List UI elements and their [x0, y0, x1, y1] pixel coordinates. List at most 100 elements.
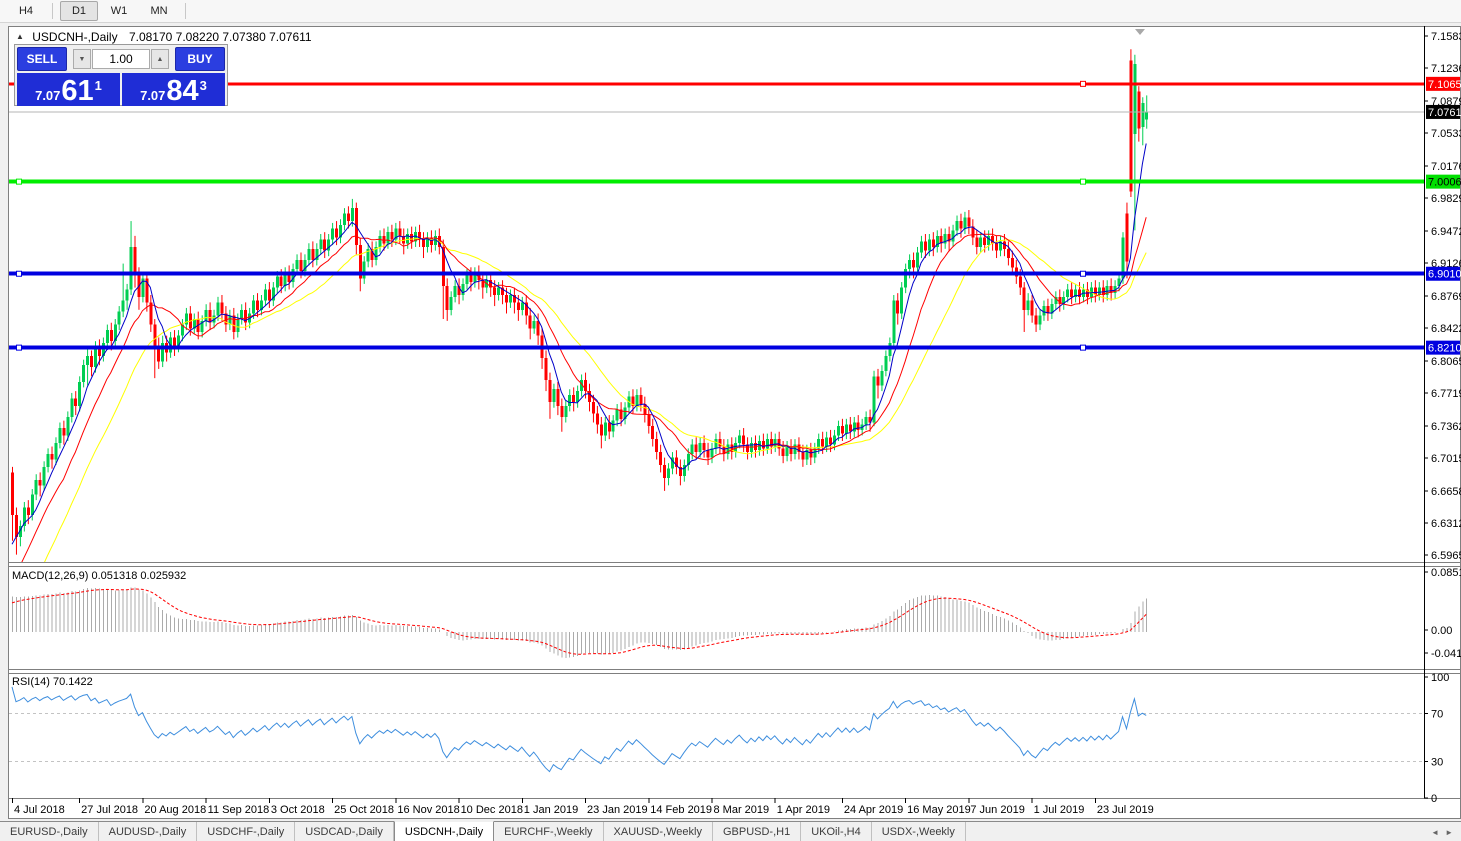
chevron-down-icon: ▼	[78, 55, 86, 63]
svg-text:16 May 2019: 16 May 2019	[907, 804, 971, 816]
tab-eurchf-weekly[interactable]: EURCHF-,Weekly	[494, 822, 604, 841]
svg-text:7 Jun 2019: 7 Jun 2019	[970, 804, 1024, 816]
svg-text:8 Mar 2019: 8 Mar 2019	[714, 804, 770, 816]
volume-input[interactable]	[92, 49, 150, 69]
buy-price-base: 7.07	[140, 88, 166, 103]
ma-slow-line	[44, 237, 1147, 562]
buy-button[interactable]: BUY	[175, 47, 225, 71]
collapse-panel-icon[interactable]: ▲	[16, 32, 24, 41]
hline-handle[interactable]	[1080, 80, 1086, 87]
svg-text:6.77190: 6.77190	[1431, 388, 1461, 400]
svg-text:4 Jul 2018: 4 Jul 2018	[14, 804, 65, 816]
chart-canvas[interactable]: 7.158307.123657.087957.053307.017606.982…	[8, 26, 1461, 819]
tab-gbpusd-h1[interactable]: GBPUSD-,H1	[713, 822, 802, 841]
svg-text:7.01760: 7.01760	[1431, 161, 1461, 173]
buy-price-big: 84	[166, 75, 199, 108]
sell-price-button[interactable]: 7.07 61 1	[17, 73, 120, 106]
volume-increase-button[interactable]: ▲	[151, 49, 169, 69]
svg-text:25 Oct 2018: 25 Oct 2018	[334, 804, 394, 816]
tab-eurusd-daily[interactable]: EURUSD-,Daily	[0, 822, 99, 841]
svg-text:6.63120: 6.63120	[1431, 518, 1461, 530]
tab-usdcnh-daily[interactable]: USDCNH-,Daily	[393, 821, 495, 841]
svg-text:6.87690: 6.87690	[1431, 291, 1461, 303]
tab-ukoil-h4[interactable]: UKOil-,H4	[801, 822, 872, 841]
price-axis[interactable]: 7.158307.123657.087957.053307.017606.982…	[1424, 31, 1461, 805]
svg-text:1 Apr 2019: 1 Apr 2019	[777, 804, 830, 816]
sell-price-pip: 1	[94, 78, 102, 93]
hline-handle[interactable]	[16, 344, 22, 351]
price-marker-7.10651: 7.10651	[1426, 76, 1461, 91]
svg-text:10 Dec 2018: 10 Dec 2018	[461, 804, 523, 816]
svg-text:100: 100	[1431, 672, 1449, 684]
timeframe-toolbar: H4 D1 W1 MN	[0, 0, 1461, 23]
ma-fast-line	[11, 143, 1147, 545]
price-marker-6.82103: 6.82103	[1426, 340, 1461, 355]
price-hline-6.901[interactable]	[9, 270, 1424, 277]
sell-button[interactable]: SELL	[17, 47, 67, 71]
svg-text:6.80655: 6.80655	[1431, 356, 1461, 368]
timeframe-button-h4[interactable]: H4	[18, 5, 34, 17]
svg-text:1 Jan 2019: 1 Jan 2019	[524, 804, 578, 816]
timeframe-button-mn[interactable]: MN	[150, 5, 168, 17]
tab-usdx-weekly[interactable]: USDX-,Weekly	[872, 822, 966, 841]
svg-text:6.84225: 6.84225	[1431, 323, 1461, 335]
one-click-trading-panel: SELL ▼ ▲ BUY 7.07 61 1	[14, 44, 228, 106]
svg-text:16 Nov 2018: 16 Nov 2018	[397, 804, 459, 816]
price-marker-6.90100: 6.90100	[1426, 266, 1461, 281]
candlestick-series	[11, 49, 1149, 555]
price-marker-7.00068: 7.00068	[1426, 174, 1461, 189]
tab-xauusd-weekly[interactable]: XAUUSD-,Weekly	[604, 822, 713, 841]
svg-text:7.10651: 7.10651	[1428, 79, 1461, 91]
sell-price-base: 7.07	[35, 88, 61, 103]
hline-handle[interactable]	[1080, 178, 1086, 185]
buy-price-pip: 3	[199, 78, 207, 93]
sell-price-big: 61	[61, 75, 94, 108]
shift-marker-icon[interactable]	[1135, 29, 1145, 35]
svg-text:6.70155: 6.70155	[1431, 453, 1461, 465]
chart-ohlc-readout: 7.08170 7.08220 7.07380 7.07611	[128, 30, 312, 44]
tabs-scroll-left-icon[interactable]: ◄	[1431, 827, 1440, 837]
hline-handle[interactable]	[16, 270, 22, 277]
macd-label: MACD(12,26,9) 0.051318 0.025932	[12, 570, 187, 582]
toolbar-separator	[185, 3, 186, 19]
time-axis[interactable]: 4 Jul 2018 27 Jul 2018 20 Aug 2018 11 Sep 2…	[12, 798, 1154, 816]
svg-text:27 Jul 2018: 27 Jul 2018	[81, 804, 138, 816]
chevron-up-icon: ▲	[156, 55, 164, 63]
svg-text:6.66585: 6.66585	[1431, 486, 1461, 498]
volume-decrease-button[interactable]: ▼	[73, 49, 91, 69]
svg-text:6.59655: 6.59655	[1431, 550, 1461, 562]
chart-symbol-label: USDCNH-,Daily	[32, 30, 118, 44]
svg-text:1 Jul 2019: 1 Jul 2019	[1034, 804, 1085, 816]
svg-text:30: 30	[1431, 757, 1443, 769]
timeframe-button-d1[interactable]: D1	[60, 1, 98, 21]
svg-text:7.15830: 7.15830	[1431, 31, 1461, 43]
svg-text:0.00: 0.00	[1431, 625, 1452, 637]
price-hline-6.82103[interactable]	[9, 344, 1424, 351]
svg-text:7.00068: 7.00068	[1428, 177, 1461, 189]
svg-text:7.05330: 7.05330	[1431, 128, 1461, 140]
ma-mid-line	[21, 217, 1147, 562]
tab-usdchf-daily[interactable]: USDCHF-,Daily	[197, 822, 296, 841]
hline-handle[interactable]	[16, 178, 22, 185]
svg-text:23 Jul 2019: 23 Jul 2019	[1097, 804, 1154, 816]
svg-text:6.98295: 6.98295	[1431, 193, 1461, 205]
hline-handle[interactable]	[1080, 270, 1086, 277]
chart-title: ▲ USDCNH-,Daily 7.08170 7.08220 7.07380 …	[16, 30, 312, 44]
svg-text:-0.04159: -0.04159	[1431, 648, 1461, 660]
chart-window: 7.158307.123657.087957.053307.017606.982…	[8, 26, 1461, 819]
tab-usdcad-daily[interactable]: USDCAD-,Daily	[295, 822, 394, 841]
chart-tab-bar: EURUSD-,Daily AUDUSD-,Daily USDCHF-,Daily U…	[0, 821, 1461, 841]
hline-handle[interactable]	[1080, 344, 1086, 351]
price-hline-7.00068[interactable]	[9, 178, 1424, 185]
timeframe-button-w1[interactable]: W1	[110, 5, 128, 17]
macd-signal-line	[11, 588, 1147, 655]
tabs-scroll-right-icon[interactable]: ►	[1445, 827, 1453, 837]
rsi-label: RSI(14) 70.1422	[12, 676, 93, 688]
svg-text:20 Aug 2018: 20 Aug 2018	[144, 804, 206, 816]
buy-price-button[interactable]: 7.07 84 3	[122, 73, 225, 106]
tab-audusd-daily[interactable]: AUDUSD-,Daily	[99, 822, 198, 841]
svg-text:6.73620: 6.73620	[1431, 421, 1461, 433]
svg-text:24 Apr 2019: 24 Apr 2019	[844, 804, 903, 816]
svg-text:14 Feb 2019: 14 Feb 2019	[650, 804, 712, 816]
